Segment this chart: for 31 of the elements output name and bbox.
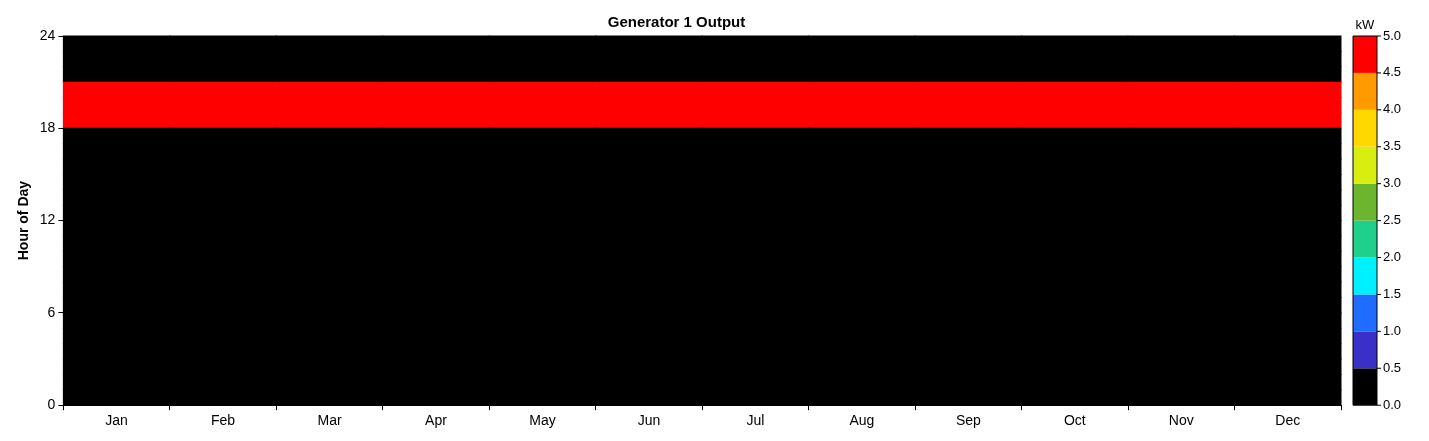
color-bar-label: 1.5 xyxy=(1383,286,1402,302)
color-bar-label: 3.0 xyxy=(1383,175,1402,191)
y-tick-label: 12 xyxy=(39,211,56,228)
color-bar-label: 0.0 xyxy=(1383,396,1402,412)
x-tick-label: Feb xyxy=(211,412,236,429)
y-tick-label: 0 xyxy=(47,396,56,413)
x-tick-label: Jan xyxy=(105,412,128,429)
x-tick-label: Mar xyxy=(317,412,342,429)
x-tick-label: Jul xyxy=(746,412,765,429)
y-tick-label: 18 xyxy=(39,119,56,136)
chart-title: Generator 1 Output xyxy=(607,13,746,31)
x-tick-label: Apr xyxy=(425,412,448,429)
color-bar-title: kW xyxy=(1355,17,1376,33)
y-tick-label: 6 xyxy=(47,303,56,320)
color-bar-label: 0.5 xyxy=(1383,359,1402,375)
color-bar-label: 2.5 xyxy=(1383,212,1402,228)
x-tick-label: Dec xyxy=(1275,412,1301,429)
x-tick-label: Sep xyxy=(955,412,982,429)
color-bar-label: 5.0 xyxy=(1383,27,1402,43)
color-bar-label: 4.0 xyxy=(1383,101,1402,117)
x-tick-label: Aug xyxy=(849,412,875,429)
color-bar-label: 1.0 xyxy=(1383,322,1402,338)
y-tick-label: 24 xyxy=(39,26,56,43)
x-tick-label: Oct xyxy=(1063,412,1086,429)
color-bar-label: 4.5 xyxy=(1383,64,1402,80)
color-bar-label: 3.5 xyxy=(1383,138,1402,154)
y-axis-title: Hour of Day xyxy=(15,180,32,261)
x-tick-label: May xyxy=(529,412,556,429)
x-tick-label: Jun xyxy=(637,412,661,429)
color-bar-label: 2.0 xyxy=(1383,249,1402,265)
x-tick-label: Nov xyxy=(1168,412,1194,429)
